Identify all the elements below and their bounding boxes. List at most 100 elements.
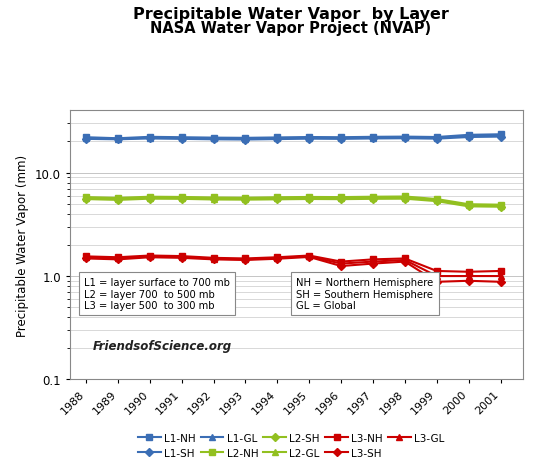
L2-GL <box>147 195 153 201</box>
L1-NH <box>83 135 89 141</box>
L1-GL <box>210 137 217 142</box>
L2-NH <box>274 195 281 200</box>
L2-SH <box>147 196 153 202</box>
L3-GL <box>306 254 313 260</box>
L2-NH <box>242 195 248 201</box>
L1-GL <box>115 137 121 142</box>
L1-NH <box>306 135 313 140</box>
L3-NH <box>242 256 248 262</box>
L1-SH <box>147 137 153 142</box>
L1-SH <box>242 138 248 143</box>
L1-SH <box>83 137 89 142</box>
L1-SH <box>306 137 313 142</box>
Text: Precipitable Water Vapor  by Layer: Precipitable Water Vapor by Layer <box>133 7 449 22</box>
L3-NH <box>178 254 185 259</box>
Line: L3-NH: L3-NH <box>83 253 503 275</box>
L1-GL <box>242 137 248 142</box>
L2-NH <box>306 195 313 200</box>
L2-GL <box>274 196 281 201</box>
L1-GL <box>433 136 440 141</box>
L1-NH <box>465 133 472 138</box>
L3-SH <box>497 279 504 285</box>
L3-SH <box>465 278 472 284</box>
L3-SH <box>210 257 217 263</box>
L2-SH <box>465 204 472 210</box>
L2-GL <box>242 196 248 202</box>
L1-GL <box>147 136 153 141</box>
Legend: L1-NH, L1-SH, L1-GL, L2-NH, L2-SH, L2-GL, L3-NH, L3-SH, L3-GL: L1-NH, L1-SH, L1-GL, L2-NH, L2-SH, L2-GL… <box>137 432 445 458</box>
L3-SH <box>402 259 408 265</box>
L1-NH <box>370 135 376 140</box>
L1-SH <box>115 137 121 143</box>
L2-GL <box>497 203 504 209</box>
L3-NH <box>370 257 376 263</box>
L1-GL <box>274 136 281 142</box>
L2-NH <box>497 202 504 208</box>
L2-NH <box>370 194 376 200</box>
L3-GL <box>178 255 185 260</box>
L3-NH <box>338 259 344 265</box>
L2-SH <box>433 199 440 205</box>
L1-SH <box>338 137 344 142</box>
L2-NH <box>210 195 217 201</box>
Line: L2-NH: L2-NH <box>83 194 503 208</box>
L2-SH <box>83 197 89 202</box>
L2-SH <box>210 197 217 203</box>
Line: L3-GL: L3-GL <box>83 254 503 280</box>
L3-GL <box>210 257 217 262</box>
Text: NASA Water Vapor Project (NVAP): NASA Water Vapor Project (NVAP) <box>150 21 432 36</box>
L3-NH <box>274 255 281 261</box>
L3-NH <box>210 256 217 261</box>
L3-SH <box>242 257 248 263</box>
L1-NH <box>497 132 504 138</box>
L2-GL <box>210 196 217 202</box>
L2-NH <box>147 194 153 200</box>
L3-SH <box>115 257 121 263</box>
L2-GL <box>306 196 313 201</box>
L3-NH <box>465 269 472 275</box>
L3-GL <box>402 257 408 263</box>
L1-NH <box>433 135 440 140</box>
L3-GL <box>338 261 344 267</box>
L2-GL <box>83 196 89 201</box>
L2-SH <box>178 197 185 202</box>
L3-SH <box>338 263 344 269</box>
L1-SH <box>433 137 440 142</box>
L1-SH <box>497 135 504 140</box>
Line: L2-SH: L2-SH <box>83 196 503 210</box>
L1-NH <box>115 136 121 142</box>
L2-SH <box>497 205 504 210</box>
L3-SH <box>147 255 153 261</box>
L2-NH <box>83 195 89 200</box>
Text: FriendsofScience.org: FriendsofScience.org <box>93 339 232 352</box>
L2-NH <box>402 194 408 200</box>
Line: L1-NH: L1-NH <box>83 132 503 142</box>
L1-GL <box>497 133 504 139</box>
L2-SH <box>402 196 408 202</box>
L2-SH <box>115 198 121 203</box>
Text: L1 = layer surface to 700 mb
L2 = layer 700  to 500 mb
L3 = layer 500  to 300 mb: L1 = layer surface to 700 mb L2 = layer … <box>84 278 230 311</box>
L1-SH <box>178 137 185 142</box>
L3-GL <box>83 255 89 261</box>
L3-NH <box>402 256 408 262</box>
L1-NH <box>242 136 248 141</box>
L1-NH <box>402 135 408 140</box>
L3-GL <box>433 274 440 279</box>
L2-SH <box>306 197 313 202</box>
L3-SH <box>306 255 313 260</box>
L3-SH <box>178 256 185 261</box>
L2-GL <box>402 195 408 201</box>
L1-SH <box>402 136 408 142</box>
L3-GL <box>465 274 472 279</box>
L1-SH <box>370 137 376 142</box>
Line: L2-GL: L2-GL <box>83 195 503 209</box>
L2-SH <box>370 197 376 202</box>
L2-GL <box>370 195 376 201</box>
L1-NH <box>338 135 344 141</box>
Line: L1-SH: L1-SH <box>83 134 503 144</box>
L3-GL <box>115 256 121 262</box>
L1-GL <box>465 134 472 139</box>
L1-GL <box>402 135 408 141</box>
Line: L3-SH: L3-SH <box>83 254 503 285</box>
L3-SH <box>370 261 376 267</box>
